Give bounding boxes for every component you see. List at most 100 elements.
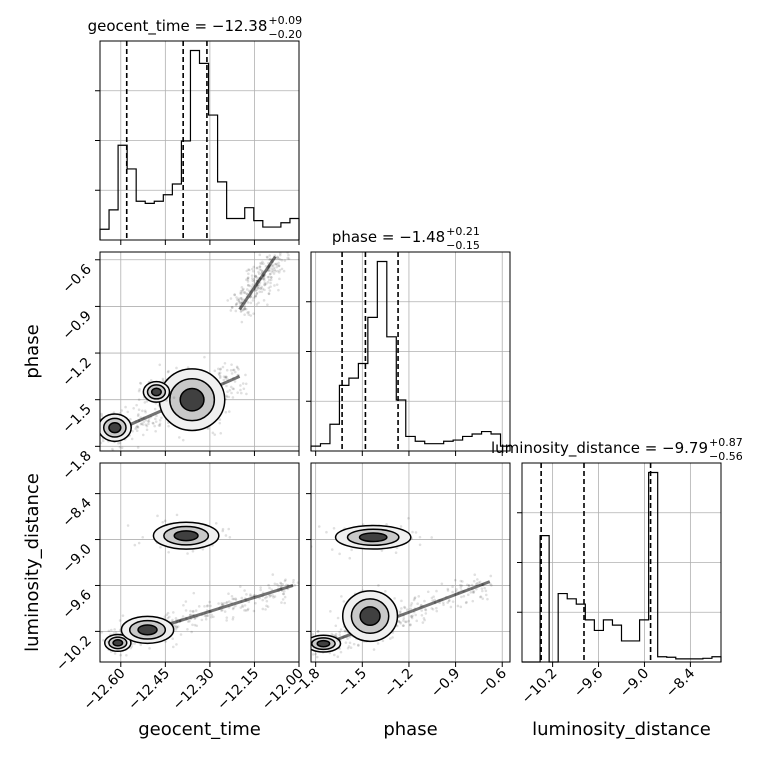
sample-point bbox=[270, 267, 274, 270]
sample-point bbox=[402, 617, 406, 620]
sample-point bbox=[257, 270, 260, 274]
sample-point bbox=[280, 584, 283, 588]
sample-point bbox=[172, 396, 176, 399]
sample-point bbox=[232, 387, 236, 391]
sample-point bbox=[464, 601, 468, 605]
sample-point bbox=[106, 640, 110, 644]
sample-point bbox=[247, 284, 250, 287]
sample-point bbox=[206, 614, 210, 618]
sample-point bbox=[93, 431, 96, 434]
sample-point bbox=[315, 655, 319, 659]
sample-point bbox=[421, 621, 425, 624]
sample-point bbox=[240, 391, 243, 395]
sample-point bbox=[193, 623, 197, 627]
sample-point bbox=[332, 653, 336, 657]
sample-point bbox=[276, 269, 279, 273]
sample-point bbox=[174, 628, 178, 631]
sample-point bbox=[218, 374, 222, 378]
sample-point bbox=[233, 293, 237, 297]
sample-point bbox=[136, 425, 140, 429]
sample-point bbox=[273, 262, 277, 266]
sample-point bbox=[263, 283, 266, 287]
sample-point bbox=[262, 299, 266, 302]
sample-point bbox=[229, 309, 233, 312]
sample-point bbox=[136, 426, 140, 429]
sample-point bbox=[280, 267, 284, 271]
panel-frame bbox=[99, 251, 300, 452]
sample-point bbox=[145, 428, 149, 432]
y-tick-label: −9.6 bbox=[59, 587, 94, 622]
sample-point bbox=[175, 626, 179, 629]
sample-point bbox=[252, 265, 256, 269]
sample-point bbox=[465, 600, 468, 604]
sample-point bbox=[467, 584, 471, 588]
hist-step-luminosity_distance bbox=[522, 471, 722, 663]
sample-point bbox=[181, 615, 185, 618]
sample-point bbox=[395, 624, 399, 628]
sample-point bbox=[418, 535, 422, 539]
sample-point bbox=[286, 256, 289, 260]
sample-point bbox=[334, 624, 338, 628]
sample-point bbox=[241, 290, 244, 293]
sample-point bbox=[459, 579, 463, 583]
sample-point bbox=[446, 587, 450, 591]
sample-point bbox=[279, 582, 283, 585]
sample-point bbox=[285, 583, 288, 587]
sample-point bbox=[257, 287, 260, 290]
sample-point bbox=[269, 257, 272, 261]
sample-point bbox=[489, 574, 493, 578]
panel-frame bbox=[99, 462, 300, 663]
sample-point bbox=[277, 264, 281, 267]
xlabel-geocent_time: geocent_time bbox=[138, 719, 261, 740]
sample-point bbox=[461, 580, 464, 583]
sample-point bbox=[220, 602, 224, 605]
sample-point bbox=[405, 608, 409, 611]
sample-point bbox=[271, 594, 275, 597]
sample-point bbox=[141, 433, 145, 437]
x-tick-label: −12.60 bbox=[81, 666, 129, 714]
sample-point bbox=[435, 609, 439, 613]
sample-point bbox=[247, 310, 250, 314]
sample-point bbox=[226, 390, 229, 393]
sample-point bbox=[409, 604, 413, 607]
contour-band bbox=[238, 255, 277, 311]
sample-point bbox=[166, 611, 170, 615]
sample-point bbox=[237, 300, 241, 303]
sample-point bbox=[243, 609, 246, 612]
title-main: phase = −1.48 bbox=[332, 228, 445, 246]
sample-point bbox=[101, 439, 105, 443]
sample-point bbox=[145, 400, 149, 403]
sample-point bbox=[411, 614, 414, 618]
sample-point bbox=[195, 624, 199, 628]
sample-point bbox=[476, 578, 479, 581]
sample-point bbox=[411, 530, 414, 534]
sample-point bbox=[247, 600, 251, 604]
sample-point bbox=[243, 307, 246, 311]
sample-point bbox=[224, 410, 228, 414]
sample-point bbox=[131, 429, 134, 433]
sample-point bbox=[330, 632, 334, 636]
sample-point bbox=[205, 604, 209, 608]
sample-point bbox=[255, 288, 259, 292]
sample-point bbox=[440, 582, 444, 586]
sample-point bbox=[252, 312, 255, 315]
sample-point bbox=[232, 597, 236, 601]
sample-point bbox=[234, 604, 237, 608]
sample-point bbox=[90, 436, 93, 439]
sample-point bbox=[245, 278, 248, 281]
sample-point bbox=[245, 269, 249, 273]
sample-point bbox=[426, 590, 430, 594]
sample-point bbox=[119, 653, 123, 657]
sample-point bbox=[344, 641, 348, 644]
sample-point bbox=[257, 285, 260, 288]
x-tick-label: −8.4 bbox=[663, 665, 698, 700]
sample-point bbox=[221, 529, 225, 533]
title-sup: +0.09 bbox=[268, 14, 302, 27]
sample-point bbox=[260, 270, 264, 273]
ylabel-phase: phase bbox=[22, 324, 43, 378]
sample-point bbox=[246, 301, 250, 304]
sample-point bbox=[280, 248, 283, 251]
sample-point bbox=[224, 375, 228, 379]
sample-point bbox=[157, 424, 161, 427]
sample-point bbox=[161, 379, 165, 383]
